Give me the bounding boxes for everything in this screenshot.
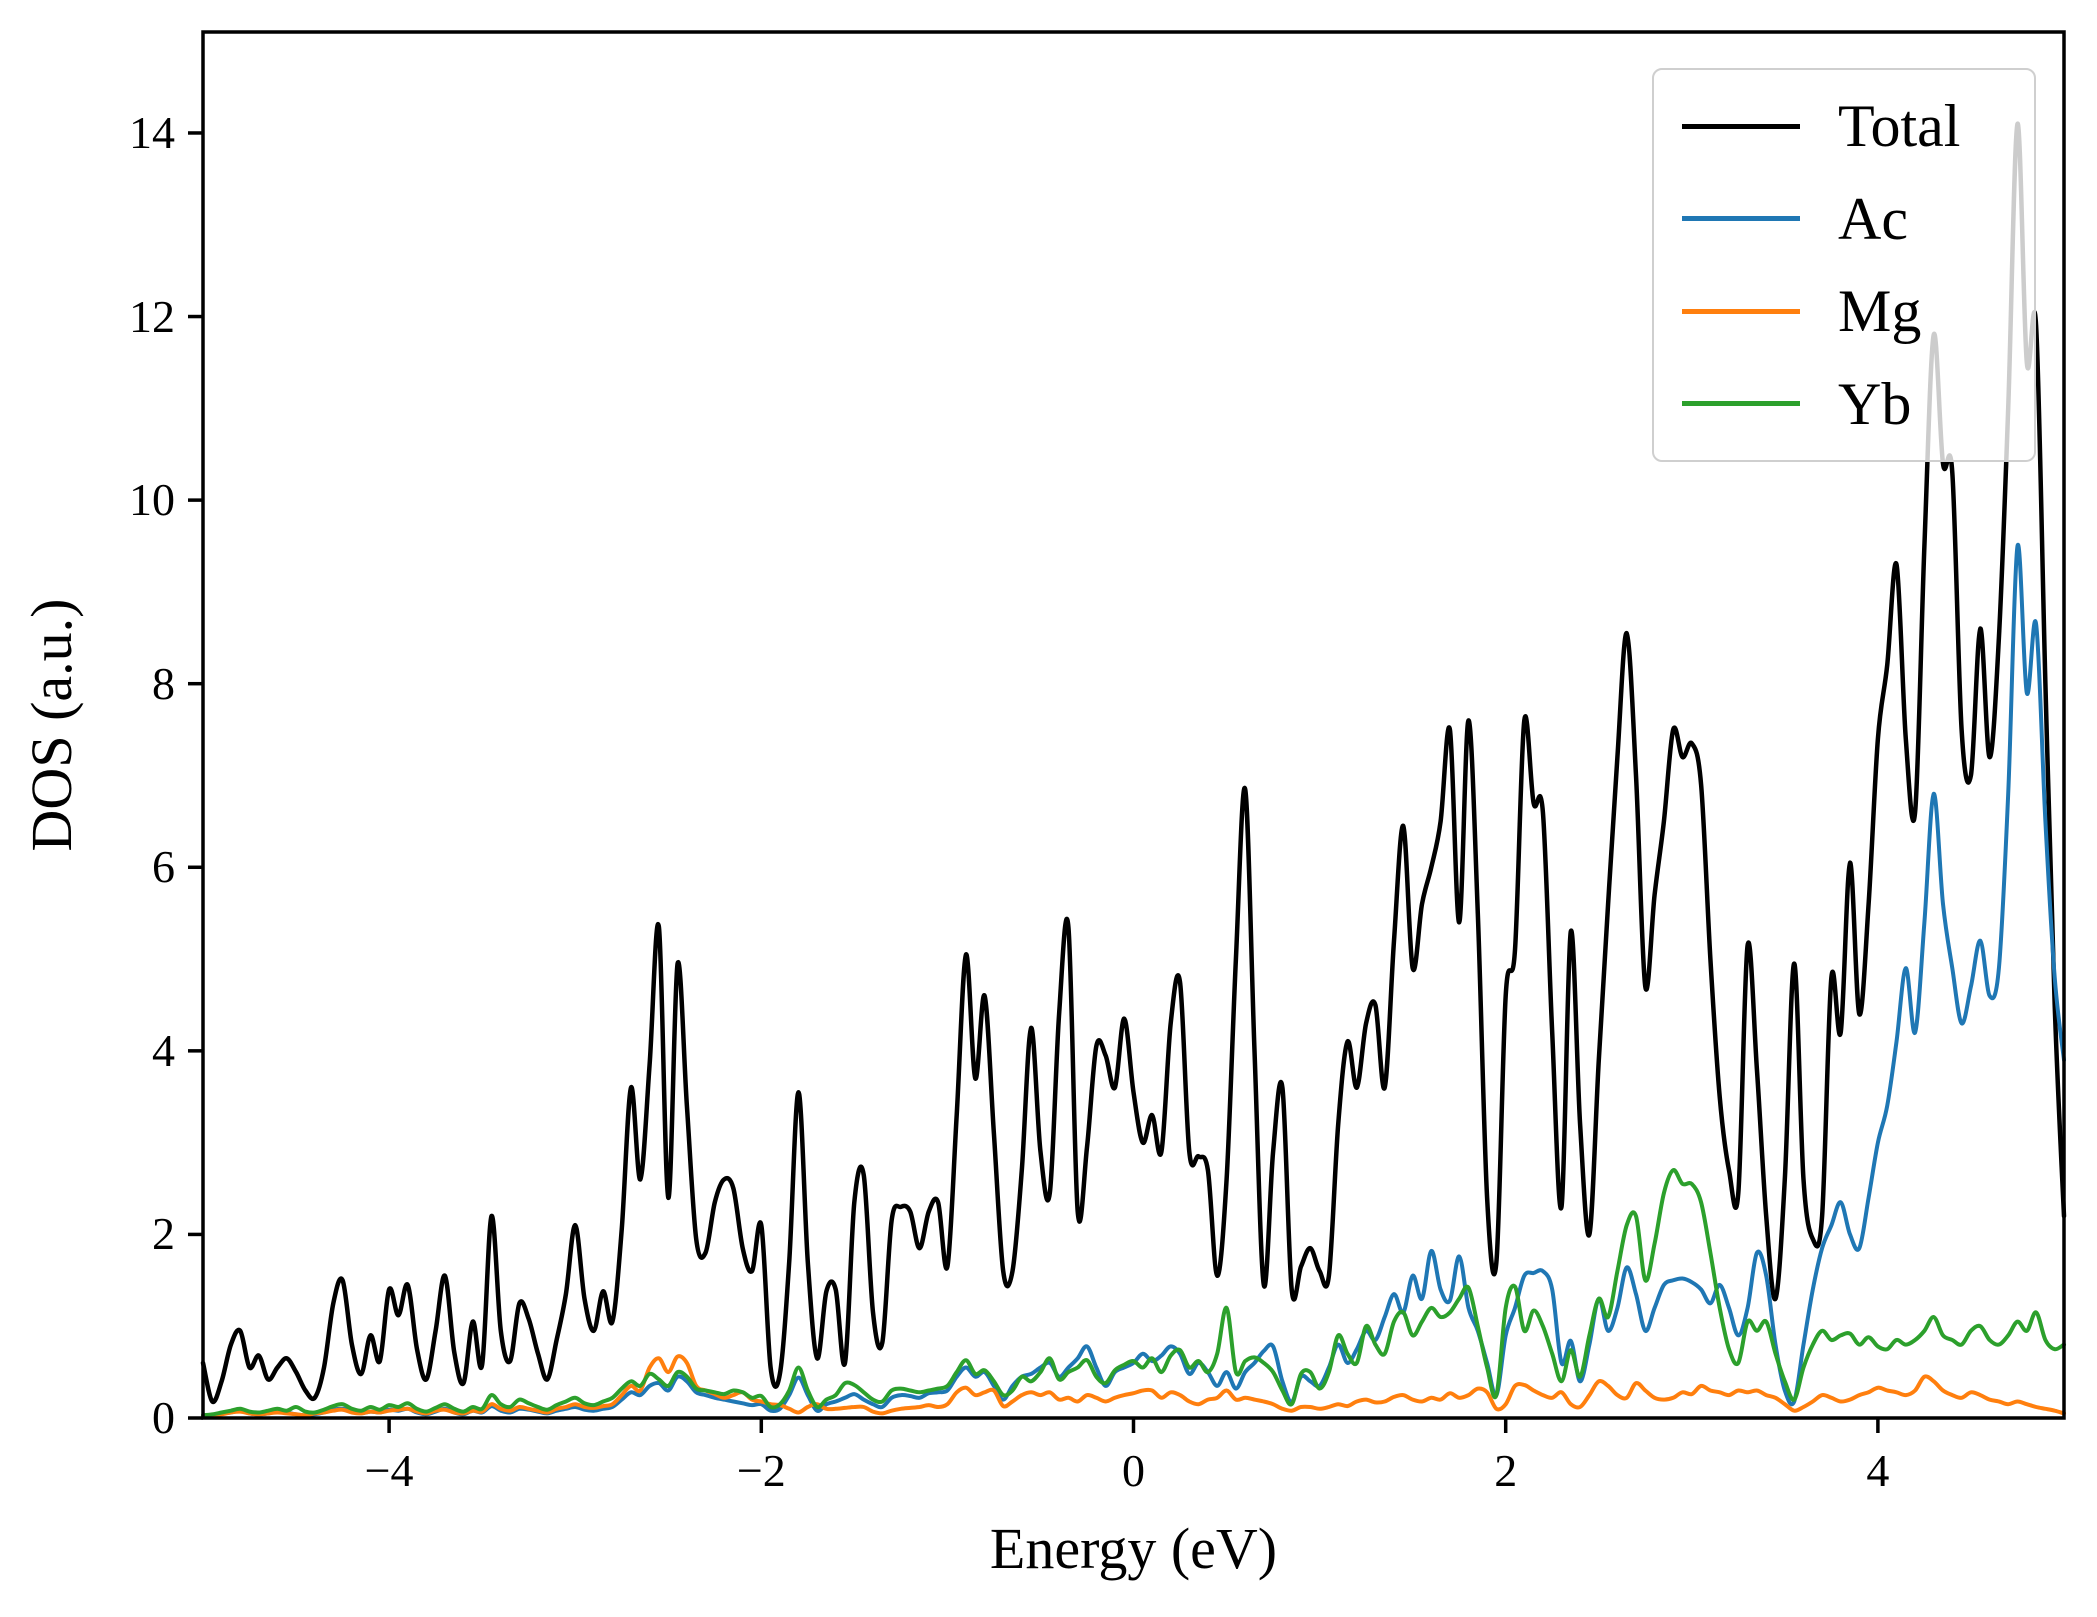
y-tick-label: 12 — [129, 290, 175, 342]
legend-label: Ac — [1838, 185, 1908, 252]
x-tick-label: 2 — [1494, 1445, 1518, 1496]
legend-label: Total — [1838, 93, 1961, 160]
legend-entry-total: Total — [1682, 96, 2006, 156]
y-tick-label: 8 — [152, 657, 175, 709]
y-axis-label: DOS (a.u.) — [19, 598, 84, 852]
legend: Total Ac Mg Yb — [1652, 68, 2036, 462]
ac-line-sample-icon — [1682, 216, 1800, 222]
legend-label: Mg — [1838, 278, 1922, 345]
y-tick-label: 10 — [129, 474, 175, 526]
yb-line-sample-icon — [1682, 401, 1800, 407]
legend-entry-mg: Mg — [1682, 281, 2006, 341]
x-tick-label: −2 — [736, 1445, 786, 1496]
y-tick-label: 14 — [129, 106, 175, 158]
y-tick-label: 6 — [152, 841, 175, 893]
x-tick-label: −4 — [364, 1445, 414, 1496]
total-line-sample-icon — [1682, 123, 1800, 129]
x-tick-label: 0 — [1122, 1445, 1145, 1496]
y-tick-label: 0 — [152, 1392, 175, 1443]
y-tick-label: 4 — [152, 1024, 175, 1076]
legend-entry-ac: Ac — [1682, 189, 2006, 249]
legend-label: Yb — [1838, 370, 1912, 437]
legend-entry-yb: Yb — [1682, 374, 2006, 434]
y-tick-label: 2 — [152, 1208, 175, 1260]
mg-line-sample-icon — [1682, 308, 1800, 314]
x-tick-label: 4 — [1866, 1445, 1890, 1496]
x-axis-label: Energy (eV) — [989, 1516, 1278, 1581]
